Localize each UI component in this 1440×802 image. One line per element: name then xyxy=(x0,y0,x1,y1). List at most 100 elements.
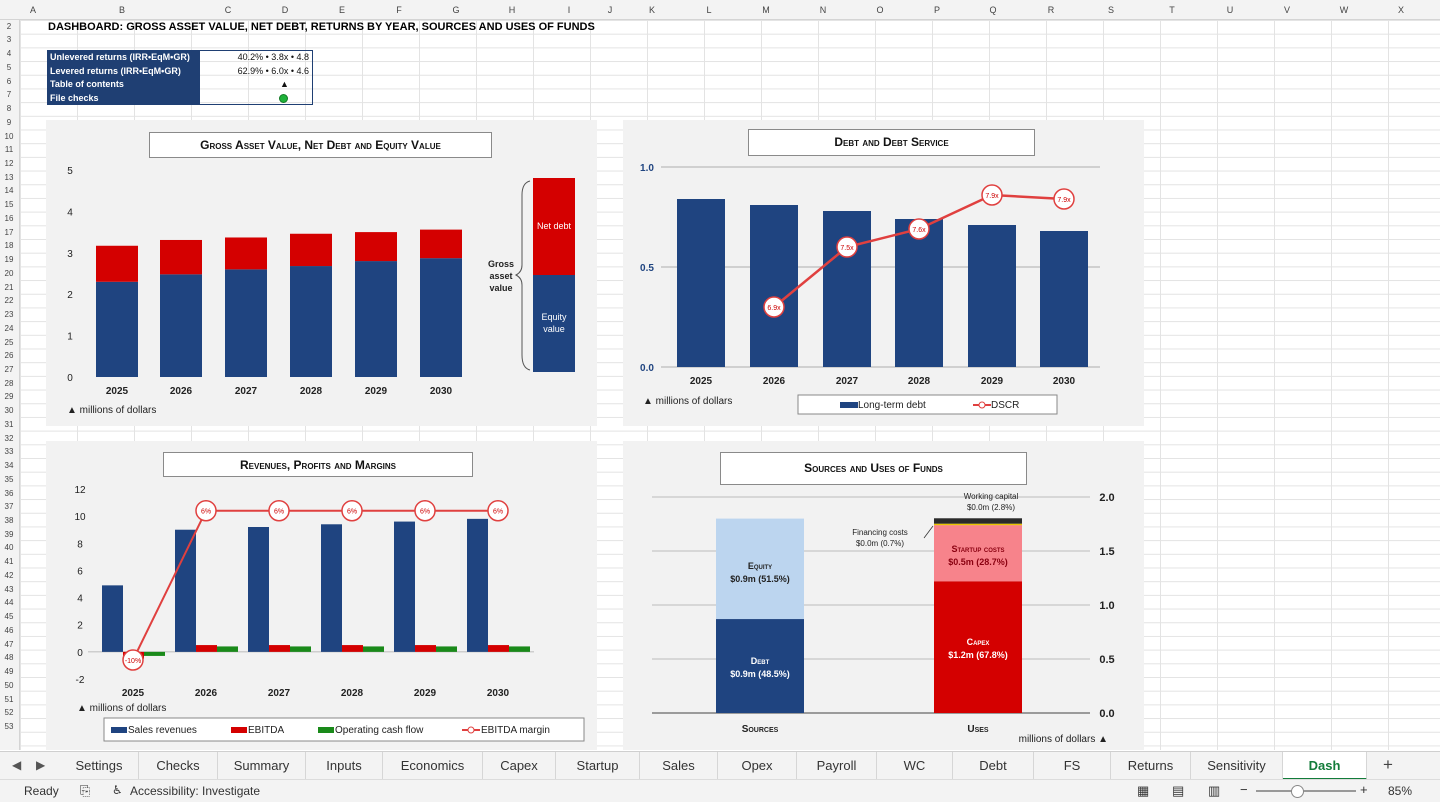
row-header[interactable]: 28 xyxy=(0,379,18,388)
column-header-n[interactable]: N xyxy=(817,5,829,15)
debt-chart-panel[interactable] xyxy=(623,120,1144,426)
column-header-h[interactable]: H xyxy=(506,5,518,15)
row-headers[interactable]: 2 3 4 5 6 7 8 9 10 11 12 13 14 15 16 17 18 19 20 21 22 23 24 25… xyxy=(0,20,20,750)
column-header-p[interactable]: P xyxy=(931,5,943,15)
normal-view-icon[interactable]: ▦ xyxy=(1137,783,1149,799)
row-header[interactable]: 2 xyxy=(0,22,18,31)
toc-link-icon[interactable]: ▲ xyxy=(200,78,312,92)
sources-uses-chart-panel[interactable] xyxy=(623,441,1144,750)
zoom-in-icon[interactable]: + xyxy=(1360,782,1368,797)
sheet-tab-opex[interactable]: Opex xyxy=(718,752,797,780)
column-header-u[interactable]: U xyxy=(1224,5,1236,15)
sheet-tab-settings[interactable]: Settings xyxy=(60,752,139,780)
row-header[interactable]: 12 xyxy=(0,159,18,168)
zoom-slider-track[interactable] xyxy=(1256,790,1356,792)
column-header-s[interactable]: S xyxy=(1105,5,1117,15)
sheet-tab-payroll[interactable]: Payroll xyxy=(797,752,877,780)
row-header[interactable]: 15 xyxy=(0,200,18,209)
column-header-a[interactable]: A xyxy=(27,5,39,15)
row-header[interactable]: 19 xyxy=(0,255,18,264)
row-header[interactable]: 41 xyxy=(0,557,18,566)
row-header[interactable]: 4 xyxy=(0,49,18,58)
add-sheet-icon[interactable]: + xyxy=(1383,755,1393,775)
column-header-c[interactable]: C xyxy=(222,5,234,15)
row-header[interactable]: 51 xyxy=(0,695,18,704)
sheet-tab-capex[interactable]: Capex xyxy=(483,752,556,780)
row-header[interactable]: 22 xyxy=(0,296,18,305)
row-header[interactable]: 47 xyxy=(0,640,18,649)
row-header[interactable]: 25 xyxy=(0,338,18,347)
gav-chart-panel[interactable] xyxy=(46,120,597,426)
sheet-tab-fs[interactable]: FS xyxy=(1034,752,1111,780)
sheet-tab-summary[interactable]: Summary xyxy=(218,752,306,780)
table-of-contents-row[interactable]: Table of contents ▲ xyxy=(48,78,312,92)
sheet-tab-wc[interactable]: WC xyxy=(877,752,953,780)
row-header[interactable]: 52 xyxy=(0,708,18,717)
row-header[interactable]: 38 xyxy=(0,516,18,525)
zoom-level[interactable]: 85% xyxy=(1388,784,1412,798)
column-header-l[interactable]: L xyxy=(703,5,715,15)
row-header[interactable]: 36 xyxy=(0,489,18,498)
row-header[interactable]: 9 xyxy=(0,118,18,127)
row-header[interactable]: 18 xyxy=(0,241,18,250)
row-header[interactable]: 14 xyxy=(0,186,18,195)
row-header[interactable]: 32 xyxy=(0,434,18,443)
row-header[interactable]: 21 xyxy=(0,283,18,292)
prev-sheet-icon[interactable]: ◀ xyxy=(12,758,21,772)
column-header-k[interactable]: K xyxy=(646,5,658,15)
row-header[interactable]: 46 xyxy=(0,626,18,635)
column-header-g[interactable]: G xyxy=(450,5,462,15)
column-header-i[interactable]: I xyxy=(563,5,575,15)
page-break-icon[interactable]: ▥ xyxy=(1208,783,1220,799)
sheet-tab-sensitivity[interactable]: Sensitivity xyxy=(1191,752,1283,780)
row-header[interactable]: 37 xyxy=(0,502,18,511)
column-header-w[interactable]: W xyxy=(1338,5,1350,15)
row-header[interactable]: 10 xyxy=(0,132,18,141)
row-header[interactable]: 13 xyxy=(0,173,18,182)
row-header[interactable]: 33 xyxy=(0,447,18,456)
sheet-tab-startup[interactable]: Startup xyxy=(556,752,640,780)
row-header[interactable]: 44 xyxy=(0,598,18,607)
row-header[interactable]: 30 xyxy=(0,406,18,415)
row-header[interactable]: 50 xyxy=(0,681,18,690)
row-header[interactable]: 5 xyxy=(0,63,18,72)
sheet-tab-dash[interactable]: Dash xyxy=(1283,752,1367,780)
row-header[interactable]: 20 xyxy=(0,269,18,278)
row-header[interactable]: 48 xyxy=(0,653,18,662)
accessibility-status[interactable]: Accessibility: Investigate xyxy=(130,784,260,798)
column-header-e[interactable]: E xyxy=(336,5,348,15)
column-header-x[interactable]: X xyxy=(1395,5,1407,15)
next-sheet-icon[interactable]: ▶ xyxy=(36,758,45,772)
macro-record-icon[interactable]: ⎘ xyxy=(80,783,90,799)
row-header[interactable]: 26 xyxy=(0,351,18,360)
sheet-tab-economics[interactable]: Economics xyxy=(383,752,483,780)
row-header[interactable]: 53 xyxy=(0,722,18,731)
column-header-v[interactable]: V xyxy=(1281,5,1293,15)
row-header[interactable]: 29 xyxy=(0,392,18,401)
sheet-tab-inputs[interactable]: Inputs xyxy=(306,752,383,780)
column-header-f[interactable]: F xyxy=(393,5,405,15)
row-header[interactable]: 7 xyxy=(0,90,18,99)
sheet-tab-checks[interactable]: Checks xyxy=(139,752,218,780)
zoom-slider-thumb[interactable] xyxy=(1291,785,1304,798)
row-header[interactable]: 35 xyxy=(0,475,18,484)
sheet-tab-debt[interactable]: Debt xyxy=(953,752,1034,780)
revenue-chart-panel[interactable] xyxy=(46,441,597,750)
row-header[interactable]: 40 xyxy=(0,543,18,552)
column-header-t[interactable]: T xyxy=(1166,5,1178,15)
column-header-d[interactable]: D xyxy=(279,5,291,15)
zoom-out-icon[interactable]: − xyxy=(1240,782,1248,797)
row-header[interactable]: 31 xyxy=(0,420,18,429)
row-header[interactable]: 45 xyxy=(0,612,18,621)
column-header-m[interactable]: M xyxy=(760,5,772,15)
column-header-q[interactable]: Q xyxy=(987,5,999,15)
column-header-j[interactable]: J xyxy=(604,5,616,15)
column-headers[interactable]: A B C D E F G H I J K L M N O P Q R S T U V W X xyxy=(0,0,1440,20)
row-header[interactable]: 39 xyxy=(0,530,18,539)
row-header[interactable]: 34 xyxy=(0,461,18,470)
sheet-tab-sales[interactable]: Sales xyxy=(640,752,718,780)
row-header[interactable]: 23 xyxy=(0,310,18,319)
column-header-r[interactable]: R xyxy=(1045,5,1057,15)
column-header-b[interactable]: B xyxy=(116,5,128,15)
row-header[interactable]: 3 xyxy=(0,35,18,44)
